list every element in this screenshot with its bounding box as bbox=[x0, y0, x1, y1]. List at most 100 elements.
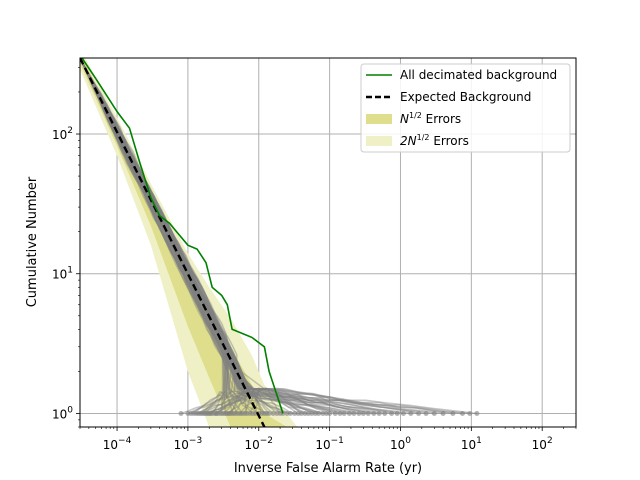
background-realization-endpoint bbox=[292, 411, 298, 416]
background-realization-endpoint bbox=[371, 411, 377, 416]
background-realization-line bbox=[80, 58, 252, 414]
legend-swatch bbox=[366, 114, 392, 124]
background-realization-line bbox=[80, 58, 364, 415]
background-realization-endpoint bbox=[431, 411, 437, 416]
background-realization-line bbox=[80, 58, 419, 415]
legend-label: 2N1/2 Errors bbox=[400, 133, 469, 148]
background-realization-endpoint bbox=[460, 411, 465, 416]
background-realization-line bbox=[80, 58, 278, 415]
background-realization-line bbox=[80, 58, 319, 415]
plot-area bbox=[80, 58, 480, 427]
background-realization-line bbox=[80, 58, 233, 415]
legend-box bbox=[360, 63, 571, 153]
background-realization-line bbox=[80, 58, 265, 415]
background-realization-line bbox=[80, 58, 268, 415]
background-realization-line bbox=[80, 58, 341, 415]
background-realization-line bbox=[80, 58, 239, 414]
background-realization-line bbox=[80, 58, 309, 415]
band-2n-errors bbox=[80, 58, 298, 427]
background-realization-line bbox=[80, 58, 228, 415]
background-realization-line bbox=[80, 58, 463, 415]
background-realization-endpoint bbox=[376, 411, 382, 416]
x-tick-label: 10−4 bbox=[103, 436, 132, 452]
background-realization-line bbox=[80, 58, 470, 415]
background-realization-endpoint bbox=[351, 411, 357, 416]
background-realization-line bbox=[80, 58, 295, 415]
background-realization-line bbox=[80, 58, 477, 415]
background-realization-endpoint bbox=[408, 411, 414, 416]
background-realization-line bbox=[80, 58, 254, 415]
axes-ticks: 10−4 10−3 10−2 10−1 100 101 102 100 101 102 bbox=[52, 67, 577, 452]
background-realization-line bbox=[80, 58, 260, 415]
x-tick-label: 10−3 bbox=[174, 436, 203, 452]
legend-label: N1/2 Errors bbox=[400, 111, 461, 126]
expected-background-line bbox=[80, 58, 266, 427]
y-tick-label: 100 bbox=[52, 405, 73, 421]
background-realization-line bbox=[80, 58, 250, 415]
background-realization-line bbox=[80, 58, 248, 414]
x-tick-label: 10−1 bbox=[315, 436, 344, 452]
background-realization-endpoint bbox=[337, 411, 343, 416]
background-realization-line bbox=[80, 58, 284, 415]
background-realization-endpoint bbox=[316, 411, 322, 416]
background-realization-endpoint bbox=[341, 411, 347, 416]
x-axis-title: Inverse False Alarm Rate (yr) bbox=[234, 461, 422, 476]
background-realization-endpoint bbox=[298, 411, 304, 416]
background-realization-endpoint bbox=[332, 411, 338, 416]
background-realization-endpoint bbox=[178, 411, 184, 416]
background-realization-line bbox=[80, 58, 404, 415]
x-tick-label: 101 bbox=[461, 436, 482, 452]
background-realization-endpoint bbox=[365, 411, 371, 416]
background-realization-line bbox=[80, 58, 260, 414]
background-realization-line bbox=[80, 58, 256, 415]
y-axis-title: Cumulative Number bbox=[25, 176, 40, 307]
background-realization-endpoint bbox=[360, 411, 366, 416]
background-realization-endpoint bbox=[440, 411, 446, 416]
background-realization-endpoint bbox=[474, 411, 480, 416]
background-realization-endpoint bbox=[270, 411, 276, 416]
background-realization-line bbox=[80, 58, 330, 415]
background-realization-line bbox=[80, 58, 236, 415]
legend: All decimated background Expected Backgro… bbox=[360, 63, 571, 153]
background-realization-line bbox=[80, 58, 291, 415]
background-realization-endpoint bbox=[394, 411, 400, 416]
background-realization-endpoint bbox=[382, 411, 388, 416]
x-tick-label: 100 bbox=[390, 436, 411, 452]
background-realization-endpoint bbox=[450, 411, 456, 416]
background-realization-endpoint bbox=[287, 411, 293, 416]
background-realization-line bbox=[80, 58, 263, 414]
background-realization-endpoint bbox=[416, 411, 422, 416]
legend-label: All decimated background bbox=[400, 68, 557, 82]
background-realization-endpoint bbox=[389, 411, 395, 416]
background-realization-line bbox=[80, 58, 274, 415]
background-realization-endpoint bbox=[327, 411, 333, 416]
background-realization-endpoint bbox=[400, 411, 406, 416]
band-n-errors bbox=[80, 58, 287, 427]
x-tick-label: 102 bbox=[532, 436, 553, 452]
background-realization-endpoint bbox=[467, 411, 473, 416]
background-realization-line bbox=[80, 58, 316, 415]
background-realization-endpoint bbox=[266, 411, 272, 416]
background-realization-line bbox=[80, 58, 238, 415]
background-realization-endpoint bbox=[309, 411, 315, 416]
y-tick-label: 102 bbox=[52, 126, 73, 142]
background-realization-line bbox=[80, 58, 255, 414]
background-realization-line bbox=[80, 58, 264, 414]
legend-swatch bbox=[366, 136, 392, 146]
y-tick-label: 101 bbox=[52, 266, 73, 282]
legend-label: Expected Background bbox=[400, 90, 531, 104]
background-realization-endpoint bbox=[356, 411, 362, 416]
background-realization-line bbox=[80, 58, 380, 415]
background-realization-line bbox=[80, 58, 244, 414]
all-decimated-background-line bbox=[81, 58, 284, 414]
background-realization-line bbox=[80, 58, 313, 415]
background-realization-endpoint bbox=[320, 411, 326, 416]
background-realization-endpoint bbox=[346, 411, 352, 416]
background-realization-line bbox=[80, 58, 281, 414]
background-realization-line bbox=[80, 58, 229, 414]
background-realization-line bbox=[80, 58, 444, 415]
background-realization-endpoint bbox=[305, 411, 311, 416]
plot-frame bbox=[79, 57, 577, 428]
background-realization-endpoint bbox=[423, 411, 429, 416]
